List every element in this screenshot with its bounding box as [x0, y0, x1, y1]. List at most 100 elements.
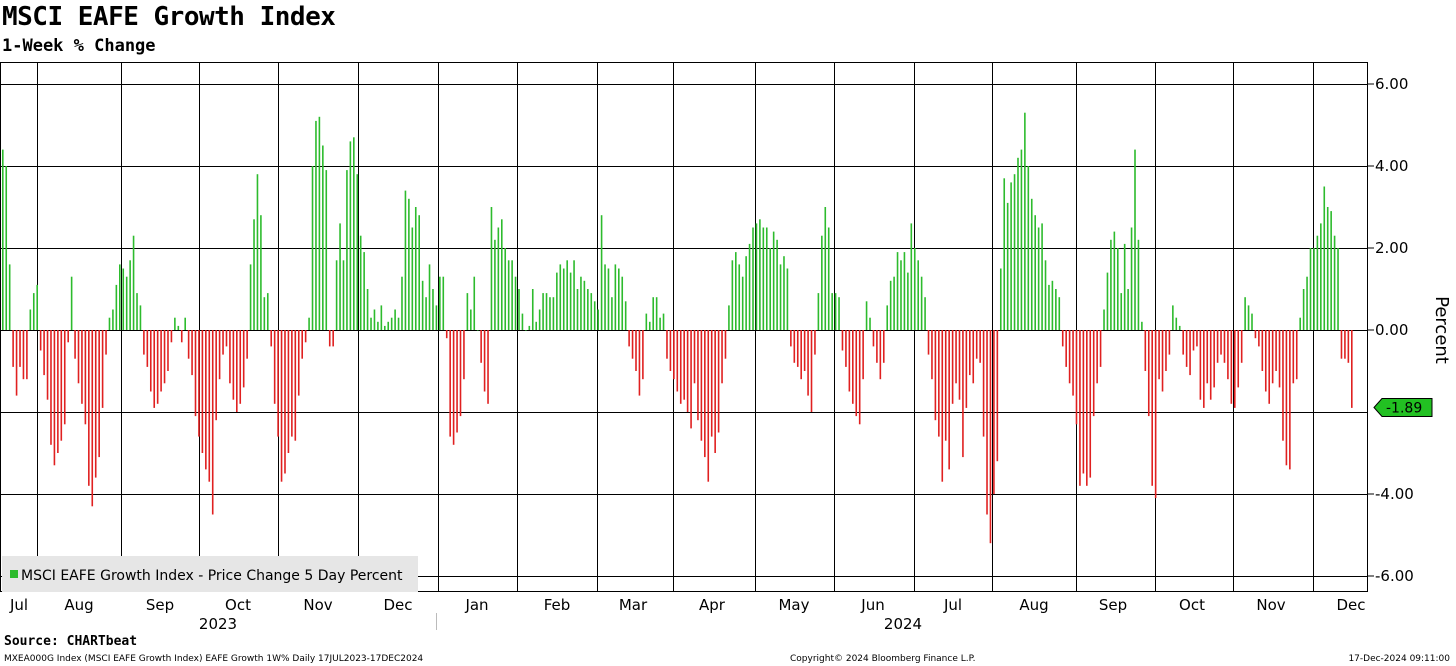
data-bar [1006, 202, 1009, 330]
bar-chart: 6.00 4.00 2.00 0.00 -4.00 -6.00 Percent -1.89 Ju… [0, 62, 1452, 630]
data-bar [266, 293, 269, 330]
data-bar [452, 330, 455, 445]
data-bar [246, 330, 248, 359]
data-bar [748, 243, 751, 330]
data-bar [879, 330, 882, 380]
data-bar [538, 309, 541, 330]
data-bar [1168, 330, 1171, 355]
x-tick-label: Jan [464, 596, 488, 614]
data-bar [580, 276, 582, 330]
last-value-label: -1.89 [1386, 400, 1422, 416]
data-bar [872, 330, 875, 347]
chart-subtitle: 1-Week % Change [2, 36, 156, 56]
data-bar [941, 330, 944, 482]
data-bar [46, 330, 49, 400]
data-bar [556, 272, 558, 330]
data-bar [32, 293, 35, 330]
last-value-tag [1373, 397, 1433, 417]
x-tick-label: Feb [544, 596, 571, 614]
data-bar [1278, 330, 1281, 388]
data-bar [408, 198, 410, 330]
data-bar [1285, 330, 1288, 466]
data-bar [205, 330, 207, 470]
data-bar [304, 330, 307, 343]
data-bar [249, 264, 252, 330]
data-bar [841, 330, 844, 351]
data-bar [180, 330, 183, 343]
data-bar [208, 330, 211, 482]
data-bar [487, 330, 489, 404]
data-bar [1247, 305, 1250, 330]
data-bar [153, 330, 156, 408]
data-bar [370, 317, 372, 330]
data-bar [94, 330, 97, 478]
data-bar [280, 330, 283, 482]
x-tick-label: Nov [1256, 596, 1285, 614]
data-bar [1233, 330, 1236, 408]
data-bar [63, 330, 66, 425]
legend-label: MSCI EAFE Growth Index - Price Change 5 … [21, 568, 403, 584]
data-bar [955, 330, 957, 384]
x-tick-label: Oct [1179, 596, 1205, 614]
data-bar [1203, 330, 1205, 408]
data-bar [84, 330, 87, 425]
data-bar [1034, 215, 1036, 330]
data-bar [738, 264, 741, 330]
data-bar [284, 330, 286, 474]
data-bar [1130, 227, 1133, 330]
data-bar [638, 330, 641, 396]
data-bar [301, 330, 303, 359]
data-bar [628, 330, 630, 347]
data-bar [1199, 330, 1202, 400]
data-bar [920, 276, 923, 330]
data-bar [1323, 186, 1326, 330]
data-bar [993, 330, 995, 494]
data-bar [356, 174, 359, 330]
data-bar [975, 330, 978, 359]
data-bar [562, 268, 565, 330]
data-bar [821, 235, 823, 330]
data-bar [800, 330, 802, 380]
data-bar [476, 330, 479, 331]
data-bar [297, 330, 300, 396]
data-bar [607, 268, 610, 330]
x-tick-label: Sep [1099, 596, 1127, 614]
data-bar [1037, 227, 1040, 330]
data-bar [273, 330, 276, 404]
data-bar [858, 330, 861, 425]
data-bar [986, 330, 988, 515]
data-bar [1020, 149, 1023, 330]
data-bar [700, 330, 703, 441]
year-label: 2023 [199, 615, 237, 630]
data-bar [1254, 330, 1257, 339]
data-bar [98, 330, 100, 458]
data-bar [1058, 297, 1061, 330]
data-bar [122, 268, 125, 330]
data-bar [1165, 330, 1167, 371]
data-bar [1306, 276, 1308, 330]
data-bar [435, 305, 438, 330]
data-bar [793, 330, 796, 363]
data-bar [927, 330, 930, 355]
data-bar [679, 330, 682, 404]
data-bar [236, 330, 238, 412]
data-bar [74, 330, 76, 359]
y-tick-label: 0.00 [1375, 321, 1408, 339]
data-bar [225, 330, 228, 347]
data-bar [604, 264, 606, 330]
data-bar [432, 289, 434, 330]
data-bar [218, 330, 221, 380]
data-bar [838, 297, 840, 330]
data-bar [1326, 207, 1329, 330]
data-bar [287, 330, 290, 453]
data-bar [1113, 231, 1116, 330]
data-bar [390, 317, 393, 330]
data-bar [1161, 330, 1164, 392]
data-bar [542, 293, 544, 330]
data-bar [583, 280, 586, 330]
source-label: Source: CHARTbeat [4, 634, 138, 649]
data-bar [931, 330, 933, 380]
data-bar [783, 256, 785, 330]
data-bar [1065, 330, 1067, 367]
data-bar [762, 227, 765, 330]
